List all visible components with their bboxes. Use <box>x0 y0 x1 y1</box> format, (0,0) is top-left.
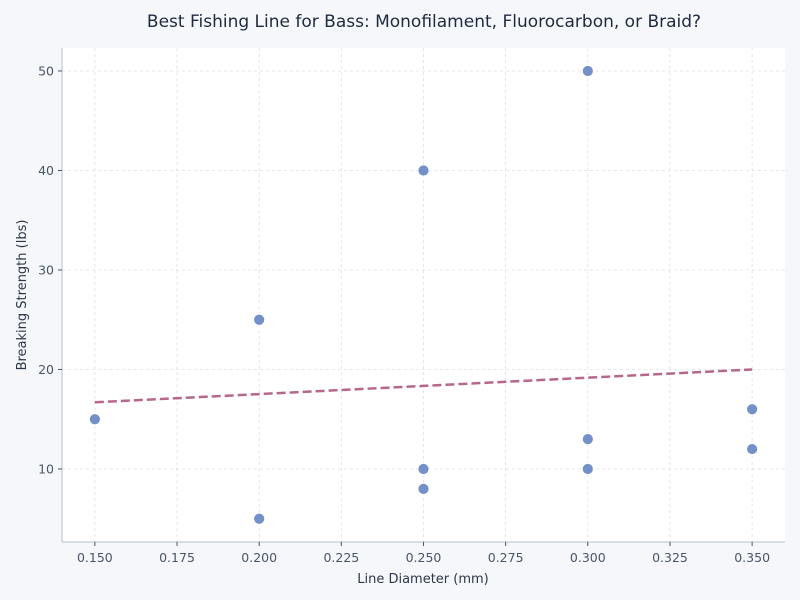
x-tick-label: 0.325 <box>652 550 688 565</box>
data-point <box>417 482 430 495</box>
y-tick-label: 20 <box>38 362 54 377</box>
data-point <box>746 403 759 416</box>
y-tick-label: 40 <box>38 163 54 178</box>
trend-line-path <box>94 368 753 404</box>
x-tick-label: 0.250 <box>406 550 442 565</box>
x-axis-label: Line Diameter (mm) <box>357 572 489 587</box>
data-point <box>417 463 430 475</box>
x-tick-label: 0.200 <box>241 550 277 565</box>
x-tick-label: 0.300 <box>570 550 606 565</box>
chart-title: Best Fishing Line for Bass: Monofilament… <box>146 12 702 32</box>
data-point <box>253 313 266 326</box>
x-tick-label: 0.150 <box>77 550 113 565</box>
x-axis-ticks: 0.150 0.175 0.200 0.225 0.250 0.275 0.300 0.325… <box>77 542 770 565</box>
y-tick-label: 10 <box>38 461 54 476</box>
data-point <box>746 443 759 455</box>
data-point <box>88 413 101 426</box>
y-axis-label: Breaking Strength (lbs) <box>15 220 30 371</box>
data-point <box>581 463 594 475</box>
y-tick-label: 30 <box>38 262 54 277</box>
x-tick-label: 0.275 <box>488 550 524 565</box>
y-axis-ticks: 10 20 30 40 50 <box>38 63 62 476</box>
data-point <box>581 433 594 446</box>
x-tick-label: 0.350 <box>734 550 770 565</box>
data-points <box>88 65 759 525</box>
y-tick-label: 50 <box>38 63 54 78</box>
data-point <box>581 65 594 77</box>
x-tick-label: 0.175 <box>159 550 195 565</box>
x-tick-label: 0.225 <box>323 550 359 565</box>
data-point <box>253 512 266 525</box>
data-point <box>417 164 430 177</box>
trend-line <box>94 368 753 404</box>
